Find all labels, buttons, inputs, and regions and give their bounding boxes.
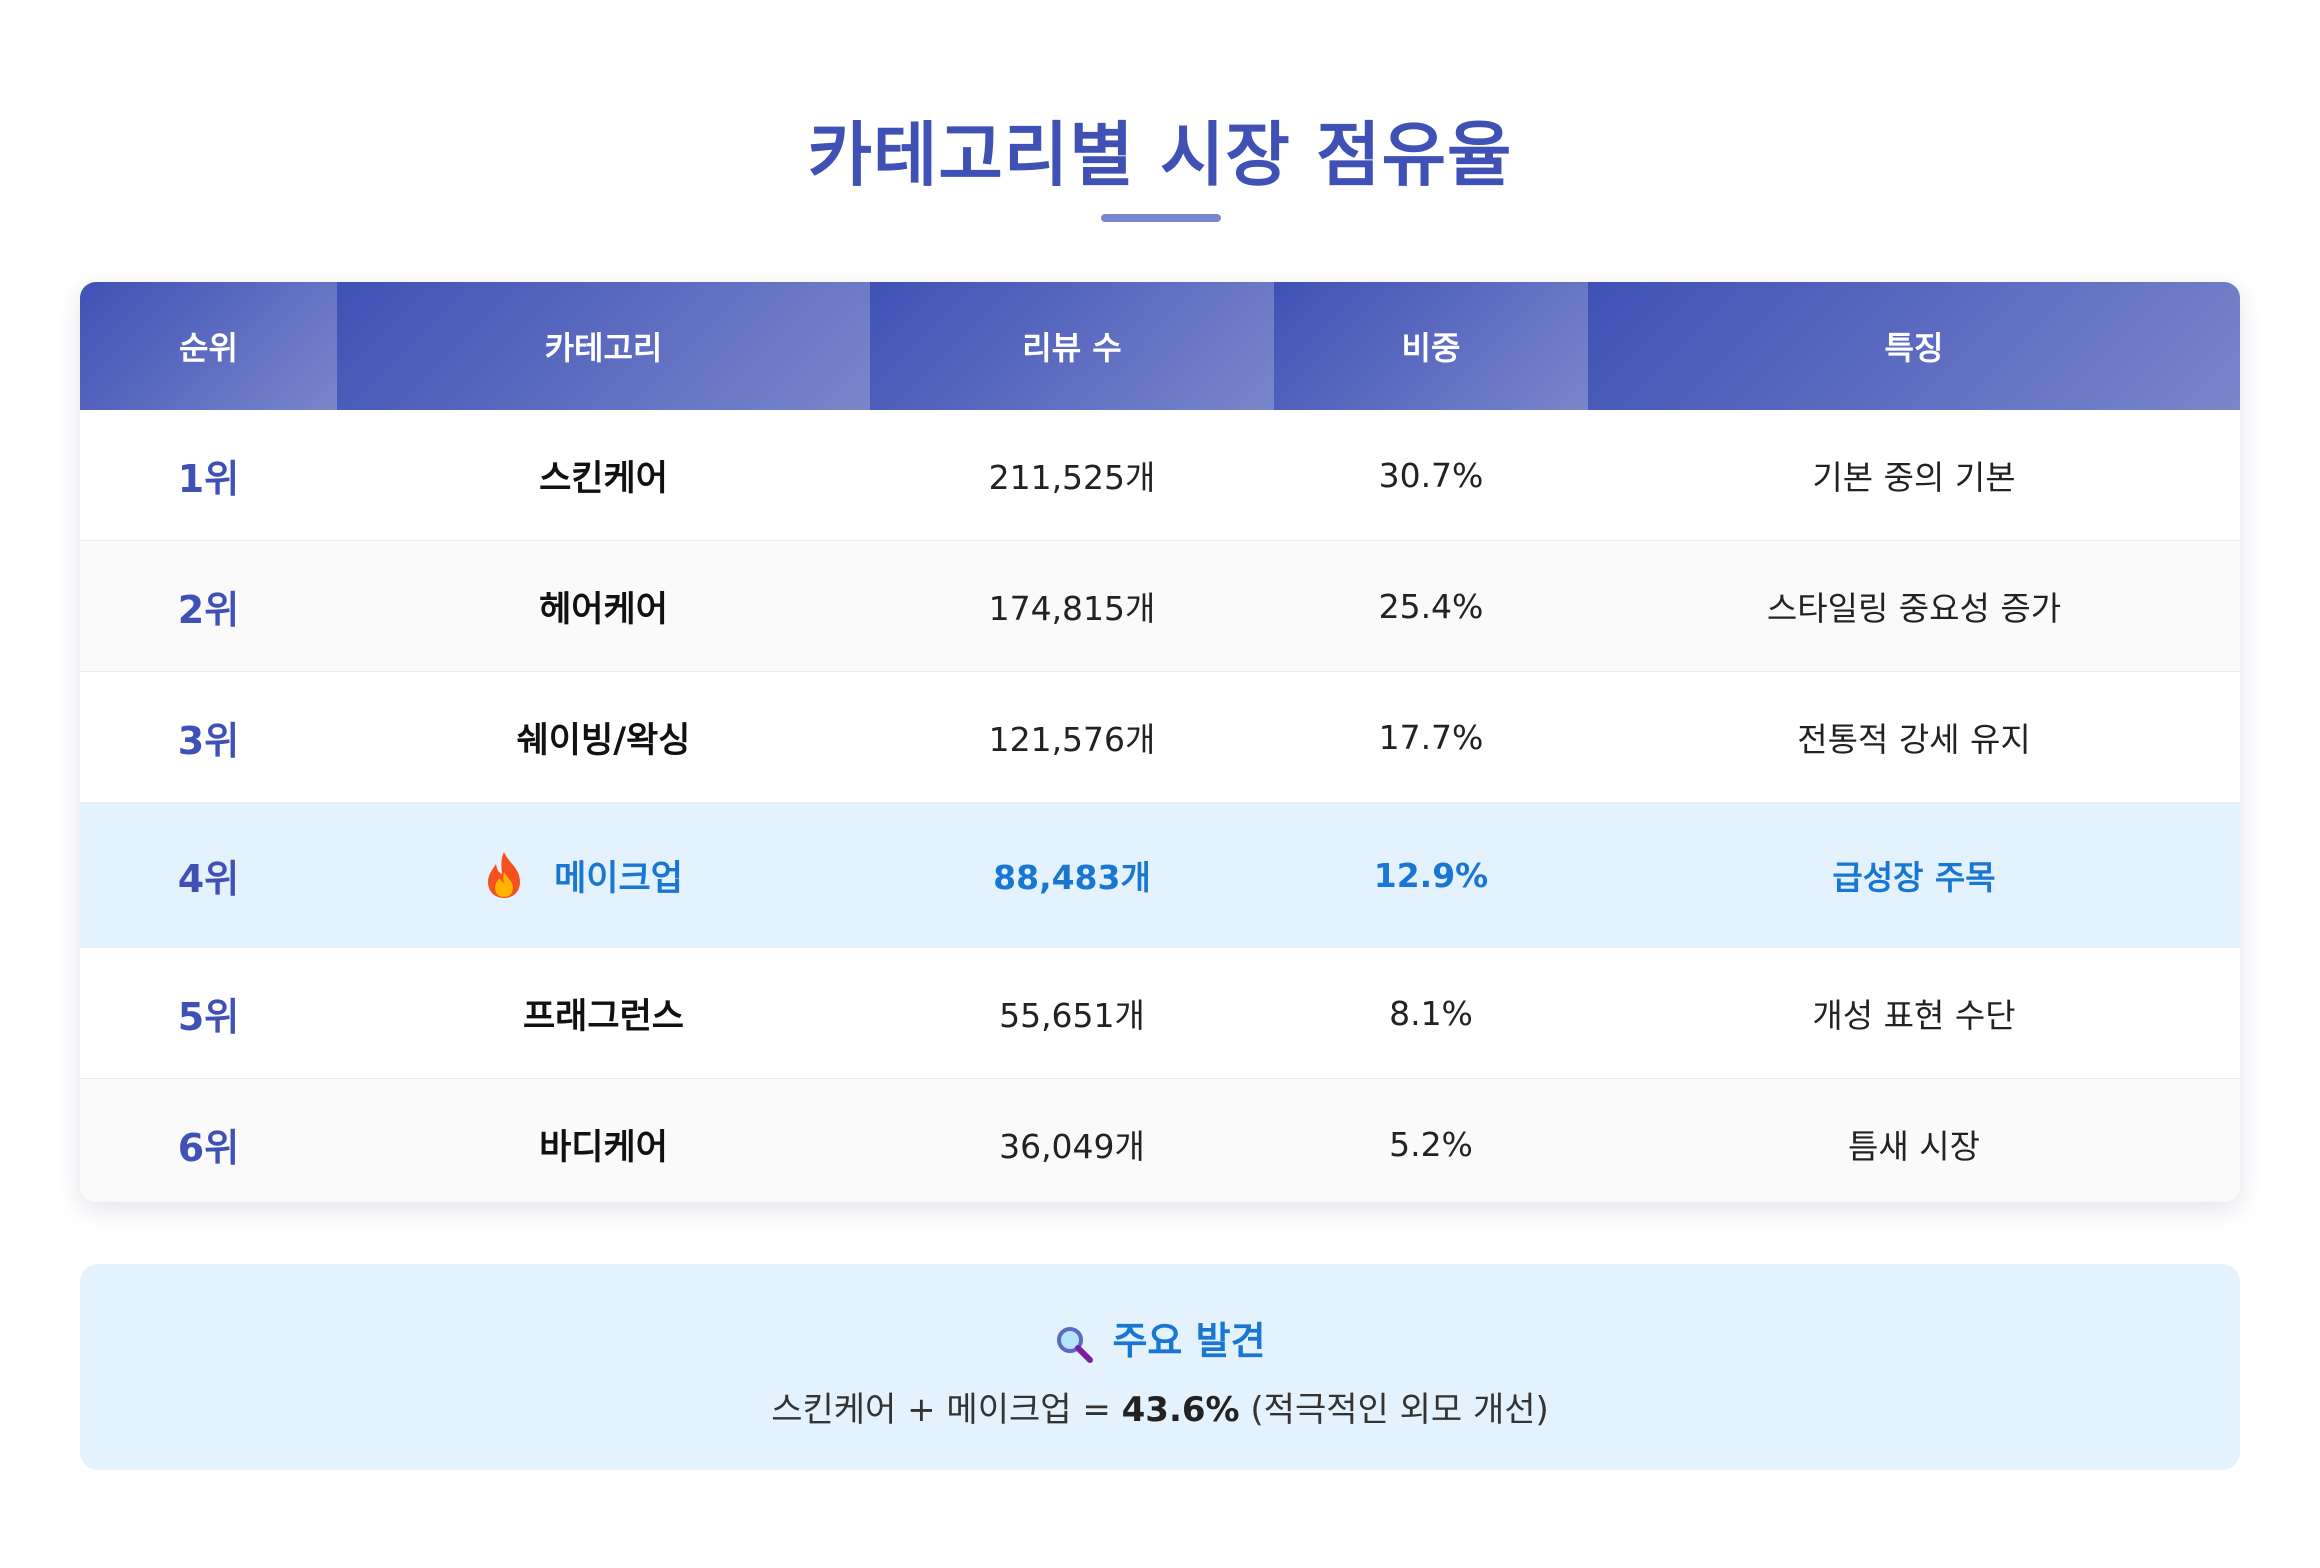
findings-text-after: (적극적인 외모 개선): [1239, 1390, 1549, 1430]
share-cell: 17.7%: [1274, 671, 1588, 803]
header-rank: 순위: [80, 282, 337, 410]
findings-text: 스킨케어 + 메이크업 = 43.6% (적극적인 외모 개선): [80, 1382, 2240, 1431]
table-row-highlighted: 4위 메이크업 88,483개 12.9% 급성장 주목: [80, 802, 2240, 948]
findings-title-label: 주요 발견: [1112, 1319, 1266, 1363]
header-reviews: 리뷰 수: [870, 282, 1274, 410]
rank-cell: 3위: [80, 671, 337, 803]
flame-icon: [484, 850, 524, 900]
reviews-cell: 121,576개: [870, 671, 1274, 803]
share-cell: 8.1%: [1274, 947, 1588, 1079]
reviews-cell: 174,815개: [870, 540, 1274, 672]
reviews-cell: 88,483개: [870, 802, 1274, 948]
feature-cell: 스타일링 중요성 증가: [1588, 540, 2240, 672]
table-row: 6위 바디케어 36,049개 5.2% 틈새 시장: [80, 1078, 2240, 1202]
rank-cell: 2위: [80, 540, 337, 672]
table-row: 3위 쉐이빙/왁싱 121,576개 17.7% 전통적 강세 유지: [80, 671, 2240, 803]
feature-cell: 틈새 시장: [1588, 1078, 2240, 1202]
table-row: 1위 스킨케어 211,525개 30.7% 기본 중의 기본: [80, 410, 2240, 541]
rank-cell: 6위: [80, 1078, 337, 1202]
reviews-cell: 36,049개: [870, 1078, 1274, 1202]
rank-cell: 1위: [80, 410, 337, 541]
category-cell: 스킨케어: [337, 410, 870, 541]
table-header-row: 순위 카테고리 리뷰 수 비중 특징: [80, 282, 2240, 410]
key-findings-box: 주요 발견 스킨케어 + 메이크업 = 43.6% (적극적인 외모 개선): [80, 1264, 2240, 1470]
category-label: 메이크업: [554, 858, 683, 899]
feature-cell: 전통적 강세 유지: [1588, 671, 2240, 803]
share-cell: 25.4%: [1274, 540, 1588, 672]
category-cell: 헤어케어: [337, 540, 870, 672]
reviews-cell: 55,651개: [870, 947, 1274, 1079]
findings-title: 주요 발견: [80, 1310, 2240, 1365]
category-cell: 프래그런스: [337, 947, 870, 1079]
rank-cell: 5위: [80, 947, 337, 1079]
category-cell: 바디케어: [337, 1078, 870, 1202]
rank-cell: 4위: [80, 802, 337, 948]
table-row: 5위 프래그런스 55,651개 8.1% 개성 표현 수단: [80, 947, 2240, 1079]
header-category: 카테고리: [337, 282, 870, 410]
page-title: 카테고리별 시장 점유율: [807, 114, 1513, 196]
category-cell: 메이크업: [337, 802, 870, 948]
feature-cell: 개성 표현 수단: [1588, 947, 2240, 1079]
findings-highlight-value: 43.6%: [1121, 1390, 1240, 1430]
title-underline: [1101, 214, 1221, 222]
header-feature: 특징: [1588, 282, 2240, 410]
feature-cell: 급성장 주목: [1588, 802, 2240, 948]
market-share-table: 순위 카테고리 리뷰 수 비중 특징 1위 스킨케어 211,525개 30.7…: [80, 282, 2240, 1202]
header-share: 비중: [1274, 282, 1588, 410]
share-cell: 5.2%: [1274, 1078, 1588, 1202]
feature-cell: 기본 중의 기본: [1588, 410, 2240, 541]
findings-text-before: 스킨케어 + 메이크업 =: [771, 1390, 1122, 1430]
share-cell: 12.9%: [1274, 802, 1588, 948]
reviews-cell: 211,525개: [870, 410, 1274, 541]
category-cell: 쉐이빙/왁싱: [337, 671, 870, 803]
share-cell: 30.7%: [1274, 410, 1588, 541]
magnifier-icon: [1054, 1324, 1094, 1364]
table-row: 2위 헤어케어 174,815개 25.4% 스타일링 중요성 증가: [80, 540, 2240, 672]
